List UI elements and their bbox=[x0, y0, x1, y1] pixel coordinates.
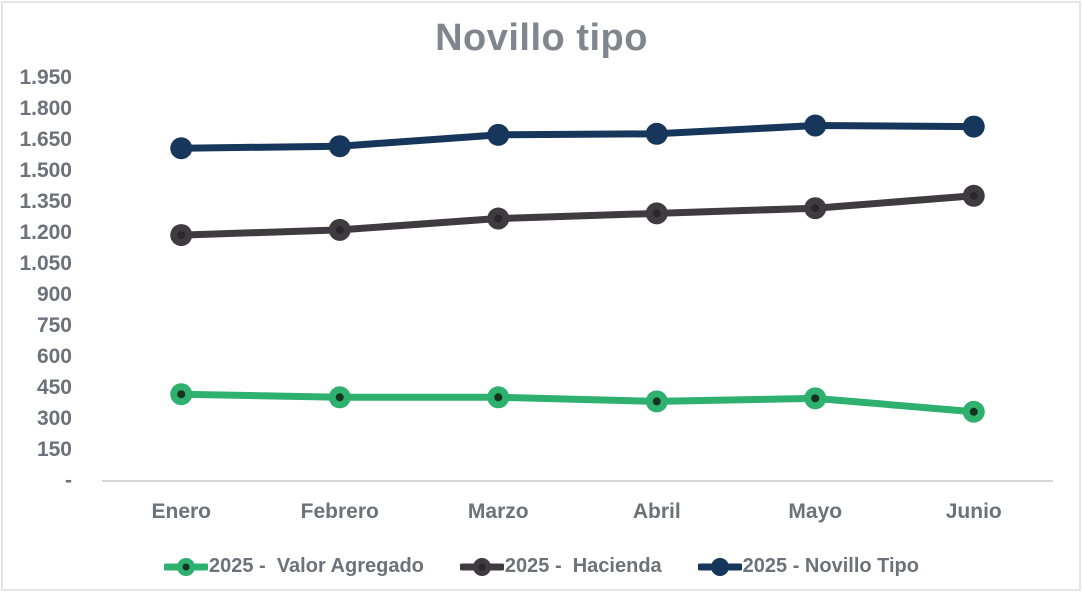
y-tick-label: 1.050 bbox=[19, 252, 72, 275]
x-category-label: Enero bbox=[151, 500, 211, 523]
legend-label: 2025 - Novillo Tipo bbox=[742, 555, 919, 577]
data-point-marker-dot bbox=[652, 209, 661, 218]
series-line-0 bbox=[177, 390, 978, 416]
y-tick-label: 750 bbox=[36, 314, 72, 337]
data-point-marker bbox=[487, 123, 510, 146]
data-point-marker-dot bbox=[494, 214, 503, 223]
x-category-label: Mayo bbox=[788, 500, 843, 523]
data-point-marker-dot bbox=[335, 393, 344, 402]
legend-item-1: 2025 - Hacienda bbox=[459, 555, 662, 578]
x-category-label: Abril bbox=[632, 500, 681, 523]
legend-line-marker-icon bbox=[697, 557, 742, 576]
series-line-1 bbox=[177, 192, 978, 239]
data-point-marker-dot bbox=[969, 407, 978, 416]
data-point-marker-dot bbox=[177, 231, 186, 240]
data-point-marker-dot bbox=[494, 393, 503, 402]
data-point-marker bbox=[804, 114, 827, 137]
y-tick-label: - bbox=[65, 469, 72, 492]
chart-title: Novillo tipo bbox=[435, 17, 648, 59]
y-tick-label: 1.950 bbox=[19, 66, 72, 89]
x-category-label: Junio bbox=[945, 500, 1002, 523]
y-tick-label: 450 bbox=[36, 376, 72, 399]
legend: 2025 - Valor Agregado 2025 - Hacienda 2025… bbox=[0, 555, 1083, 578]
legend-item-0: 2025 - Valor Agregado bbox=[164, 555, 424, 578]
data-point-marker bbox=[170, 137, 193, 160]
data-point-marker bbox=[645, 122, 668, 145]
y-tick-label: 900 bbox=[36, 283, 72, 306]
y-tick-label: 1.350 bbox=[19, 190, 72, 213]
y-tick-label: 1.800 bbox=[19, 97, 72, 120]
data-point-marker-dot bbox=[652, 397, 661, 406]
series-line-2 bbox=[177, 122, 978, 152]
y-tick-label: 300 bbox=[36, 407, 72, 430]
x-category-label: Marzo bbox=[467, 500, 529, 523]
legend-label: 2025 - Valor Agregado bbox=[209, 555, 424, 577]
data-point-marker-dot bbox=[969, 191, 978, 200]
y-tick-label: 1.200 bbox=[19, 221, 72, 244]
legend-line-marker-icon bbox=[459, 557, 504, 576]
data-point-marker-dot bbox=[177, 390, 186, 399]
y-tick-label: 1.500 bbox=[19, 159, 72, 182]
y-tick-label: 600 bbox=[36, 345, 72, 368]
y-tick-label: 150 bbox=[36, 438, 72, 461]
data-point-marker-dot bbox=[811, 394, 820, 403]
data-point-marker bbox=[328, 135, 351, 158]
legend-line-marker-icon bbox=[164, 557, 208, 576]
data-point-marker-dot bbox=[811, 204, 820, 213]
x-category-label: Febrero bbox=[300, 500, 379, 523]
legend-label: 2025 - Hacienda bbox=[504, 555, 662, 577]
data-point-marker bbox=[962, 115, 985, 138]
legend-item-2: 2025 - Novillo Tipo bbox=[697, 555, 919, 578]
data-point-marker-dot bbox=[335, 225, 344, 234]
y-tick-label: 1.650 bbox=[19, 128, 72, 151]
